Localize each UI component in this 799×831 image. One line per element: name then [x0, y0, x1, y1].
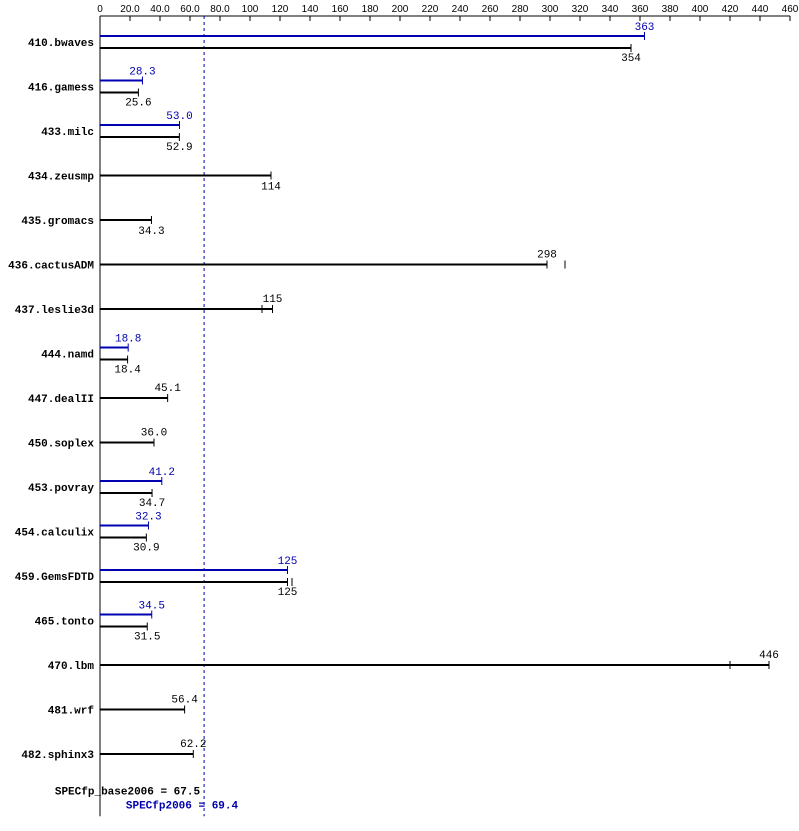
base-value-label: 62.2 [180, 739, 206, 751]
specfp-chart: 0 20.0 40.0 60.0 80.0 100 120 140 160 180 200 220 24… [0, 0, 799, 831]
base-value-label: 31.5 [134, 632, 160, 644]
base-value-label: 298 [537, 250, 557, 262]
peak-value-label: 18.8 [115, 334, 141, 346]
footer-peak-score: SPECfp2006 = 69.4 [126, 800, 239, 812]
base-value-label: 446 [759, 650, 779, 662]
benchmark-label: 437.leslie3d [15, 305, 94, 317]
peak-value-label: 34.5 [139, 601, 165, 613]
x-tick-label: 140 [302, 4, 319, 15]
x-tick-label: 220 [422, 4, 439, 15]
x-tick-label: 340 [602, 4, 619, 15]
benchmark-label: 447.dealII [28, 394, 94, 406]
x-tick-label: 80.0 [210, 4, 230, 15]
benchmark-label: 435.gromacs [21, 216, 94, 228]
benchmark-label: 434.zeusmp [28, 172, 94, 184]
benchmark-label: 436.cactusADM [8, 261, 94, 273]
x-tick-label: 440 [752, 4, 769, 15]
peak-value-label: 53.0 [166, 111, 192, 123]
base-value-label: 354 [621, 53, 641, 65]
benchmark-label: 482.sphinx3 [21, 750, 94, 762]
x-tick-label: 360 [632, 4, 649, 15]
base-value-label: 56.4 [171, 695, 198, 707]
x-tick-label: 420 [722, 4, 739, 15]
x-tick-label: 160 [332, 4, 349, 15]
benchmark-label: 450.soplex [28, 439, 94, 451]
x-tick-label: 100 [242, 4, 259, 15]
base-value-label: 36.0 [141, 428, 167, 440]
benchmark-label: 453.povray [28, 483, 94, 495]
benchmark-label: 433.milc [41, 127, 94, 139]
base-value-label: 114 [261, 182, 281, 194]
x-tick-label: 320 [572, 4, 589, 15]
base-value-label: 125 [278, 587, 298, 599]
x-tick-label: 300 [542, 4, 559, 15]
x-tick-label: 120 [272, 4, 289, 15]
x-tick-label: 40.0 [150, 4, 170, 15]
x-tick-label: 260 [482, 4, 499, 15]
x-tick-label: 380 [662, 4, 679, 15]
peak-value-label: 125 [278, 556, 298, 568]
peak-value-label: 28.3 [129, 67, 155, 79]
benchmark-label: 481.wrf [48, 706, 95, 718]
base-value-label: 45.1 [154, 383, 181, 395]
x-tick-label: 200 [392, 4, 409, 15]
benchmark-label: 470.lbm [48, 661, 95, 673]
benchmark-label: 416.gamess [28, 83, 94, 95]
peak-value-label: 363 [635, 22, 655, 34]
x-tick-label: 20.0 [120, 4, 140, 15]
benchmark-label: 444.namd [41, 350, 94, 362]
peak-value-label: 32.3 [135, 512, 161, 524]
peak-value-label: 41.2 [149, 467, 175, 479]
base-value-label: 34.7 [139, 498, 165, 510]
benchmark-label: 454.calculix [15, 528, 95, 540]
x-tick-label: 460 [782, 4, 799, 15]
benchmark-label: 410.bwaves [28, 38, 94, 50]
x-tick-label: 60.0 [180, 4, 200, 15]
x-tick-label: 0 [97, 4, 103, 15]
x-tick-label: 180 [362, 4, 379, 15]
x-tick-label: 400 [692, 4, 709, 15]
base-value-label: 18.4 [114, 365, 141, 377]
base-value-label: 115 [263, 294, 283, 306]
x-tick-label: 280 [512, 4, 529, 15]
base-value-label: 52.9 [166, 142, 192, 154]
benchmark-label: 459.GemsFDTD [15, 572, 95, 584]
footer-base-score: SPECfp_base2006 = 67.5 [55, 786, 201, 798]
benchmark-label: 465.tonto [35, 617, 95, 629]
base-value-label: 34.3 [138, 226, 164, 238]
base-value-label: 25.6 [125, 98, 151, 110]
x-tick-label: 240 [452, 4, 469, 15]
base-value-label: 30.9 [133, 543, 159, 555]
